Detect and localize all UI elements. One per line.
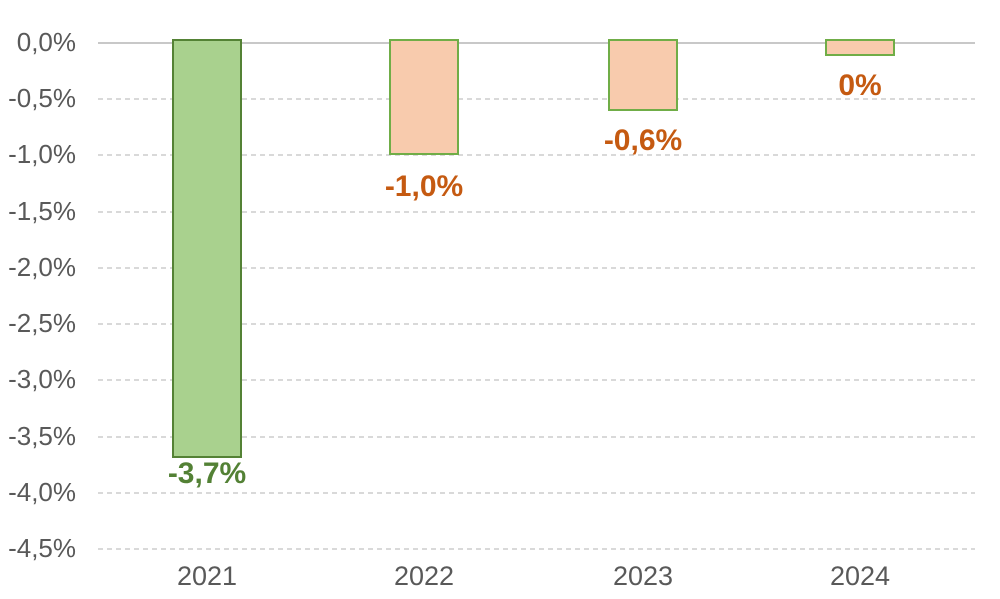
y-tick-label: -4,0% (8, 477, 76, 507)
y-tick-label: -0,5% (8, 83, 76, 113)
x-category-label-2024: 2024 (829, 561, 891, 591)
data-label-2024: 0% (838, 69, 882, 102)
data-label-2022: -1,0% (384, 170, 464, 203)
gridline (98, 211, 975, 213)
y-tick-label: -1,5% (8, 196, 76, 226)
y-tick-label: -2,5% (8, 308, 76, 338)
data-label-2021: -3,7% (167, 457, 247, 490)
bar-2022 (389, 39, 459, 155)
y-tick-label: 0,0% (16, 27, 76, 57)
gridline (98, 154, 975, 156)
x-category-label-2022: 2022 (393, 561, 455, 591)
y-tick-label: -2,0% (8, 252, 76, 282)
bar-2021 (172, 39, 242, 458)
bar-2023 (608, 39, 678, 111)
y-tick-label: -3,5% (8, 421, 76, 451)
gridline (98, 379, 975, 381)
data-label-2023: -0,6% (603, 124, 683, 157)
x-axis-zero-line (98, 42, 975, 44)
x-category-label-2023: 2023 (612, 561, 674, 591)
gridline (98, 98, 975, 100)
gridline (98, 323, 975, 325)
x-category-label-2021: 2021 (176, 561, 238, 591)
y-tick-label: -1,0% (8, 139, 76, 169)
gridline (98, 548, 975, 550)
gridline (98, 267, 975, 269)
y-tick-label: -4,5% (8, 533, 76, 563)
gridline (98, 436, 975, 438)
bar-2024 (825, 39, 895, 56)
gridline (98, 492, 975, 494)
y-tick-label: -3,0% (8, 364, 76, 394)
